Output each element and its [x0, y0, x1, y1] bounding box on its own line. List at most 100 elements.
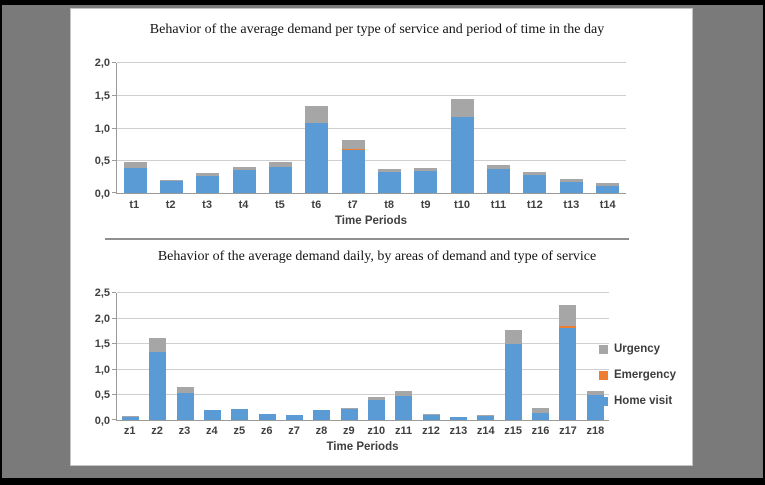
bar-segment-home-visit [305, 122, 329, 193]
stacked-bar-z6 [258, 413, 276, 420]
x-tick-label-z16: z16 [531, 425, 550, 437]
x-tick-label-t5: t5 [275, 199, 285, 211]
bar-segment-urgency [477, 415, 495, 416]
bar-segment-home-visit [340, 408, 358, 420]
x-tick-label-z10: z10 [367, 425, 386, 437]
stacked-bar-z2 [149, 337, 167, 420]
stacked-bar-t2 [160, 179, 184, 193]
bar-segment-urgency [532, 407, 550, 414]
gridline [117, 127, 626, 129]
stacked-bar-z4 [204, 409, 222, 420]
stacked-bar-z17 [559, 304, 577, 420]
bar-segment-urgency [378, 168, 402, 173]
bar-segment-home-visit [450, 117, 474, 193]
bar-segment-emergency [559, 326, 577, 328]
x-tick-label-z15: z15 [504, 425, 523, 437]
stacked-bar-z5 [231, 408, 249, 420]
x-tick-label-t7: t7 [347, 199, 358, 211]
emergency-swatch-icon [599, 370, 608, 380]
legend: Urgency Emergency Home visit [599, 343, 676, 407]
bar-segment-home-visit [231, 409, 249, 420]
bar-segment-urgency [450, 98, 474, 118]
legend-item-home-visit: Home visit [599, 395, 676, 407]
bar-segment-urgency [305, 105, 329, 123]
stacked-bar-t9 [414, 168, 438, 193]
legend-label-emergency: Emergency [614, 369, 677, 381]
stacked-bar-z14 [477, 415, 495, 420]
stacked-bar-t14 [596, 183, 620, 193]
stacked-bar-t11 [487, 164, 511, 193]
x-tick-label-z6: z6 [260, 425, 273, 437]
bar-segment-home-visit [450, 417, 468, 420]
y-tick-mark [112, 62, 116, 63]
bar-segment-urgency [313, 409, 331, 411]
x-tick-label-t14: t14 [599, 199, 616, 211]
y-tick-label: 2,0 [94, 57, 110, 69]
bar-segment-home-visit [368, 399, 386, 420]
legend-item-urgency: Urgency [599, 343, 676, 355]
x-tick-label-z4: z4 [206, 425, 218, 437]
bar-segment-urgency [487, 164, 511, 169]
bar-segment-urgency [232, 166, 256, 171]
bar-segment-urgency [196, 172, 220, 176]
bar-segment-urgency [586, 391, 604, 396]
x-tick-label-z5: z5 [233, 425, 246, 437]
bar-segment-urgency [204, 409, 222, 411]
x-tick-label-z11: z11 [395, 425, 413, 437]
bars-container [117, 293, 609, 420]
y-tick-label: 2,5 [94, 287, 110, 299]
top-chart-y-axis: 0,0 0,5 1,0 1,5 2,0 [76, 57, 110, 200]
bar-segment-home-visit [160, 180, 184, 193]
y-tick-label: 0,5 [94, 155, 110, 168]
bar-segment-home-visit [123, 168, 147, 193]
y-tick-mark [112, 292, 116, 293]
bottom-chart-plot-area [112, 292, 609, 421]
stacked-bar-t8 [378, 168, 402, 193]
y-tick-label: 2,0 [94, 312, 110, 325]
x-tick-label-t11: t11 [490, 199, 507, 211]
gridline [117, 368, 609, 370]
y-tick-mark [112, 419, 116, 420]
stacked-bar-z8 [313, 409, 331, 420]
gridline [117, 160, 626, 162]
bar-segment-urgency [258, 413, 276, 415]
x-tick-label-t13: t13 [563, 199, 580, 211]
bar-segment-home-visit [504, 343, 522, 420]
stacked-bar-z1 [122, 415, 140, 420]
bar-segment-emergency [341, 149, 365, 151]
bar-segment-home-visit [487, 168, 511, 193]
y-tick-mark [112, 368, 116, 370]
bar-segment-urgency [596, 183, 620, 186]
x-tick-label-t6: t6 [311, 199, 322, 211]
bar-segment-home-visit [196, 175, 220, 193]
bar-segment-urgency [286, 414, 304, 416]
bottom-chart-x-axis-title: Time Periods [326, 441, 399, 453]
x-tick-label-z13: z13 [449, 425, 468, 437]
x-tick-label-t4: t4 [238, 199, 249, 211]
stacked-bar-t13 [559, 179, 583, 193]
bar-segment-urgency [122, 415, 140, 418]
y-tick-label: 1,5 [94, 338, 110, 351]
stacked-bar-z15 [504, 329, 522, 420]
y-tick-mark [112, 160, 116, 162]
bar-segment-home-visit [149, 351, 167, 420]
bottom-chart-title: Behavior of the average demand daily, by… [157, 249, 597, 264]
bar-segment-home-visit [313, 410, 331, 420]
legend-label-home-visit: Home visit [614, 395, 673, 407]
x-tick-label-t10: t10 [454, 199, 470, 211]
bar-segment-urgency [450, 416, 468, 418]
top-chart-plot-area [112, 62, 626, 194]
bar-segment-home-visit [395, 395, 413, 420]
stacked-bar-z10 [368, 396, 386, 420]
chart-separator-line [105, 238, 629, 240]
x-tick-label-t2: t2 [165, 199, 176, 211]
gridline [117, 94, 626, 96]
bar-segment-urgency [231, 408, 249, 410]
stacked-bar-t7 [341, 139, 365, 193]
bar-segment-urgency [149, 337, 167, 352]
x-tick-label-z17: z17 [559, 425, 577, 437]
bar-segment-urgency [559, 304, 577, 327]
bar-segment-urgency [123, 162, 147, 169]
stacked-bar-z12 [422, 413, 440, 420]
x-tick-label-z8: z8 [315, 425, 328, 437]
